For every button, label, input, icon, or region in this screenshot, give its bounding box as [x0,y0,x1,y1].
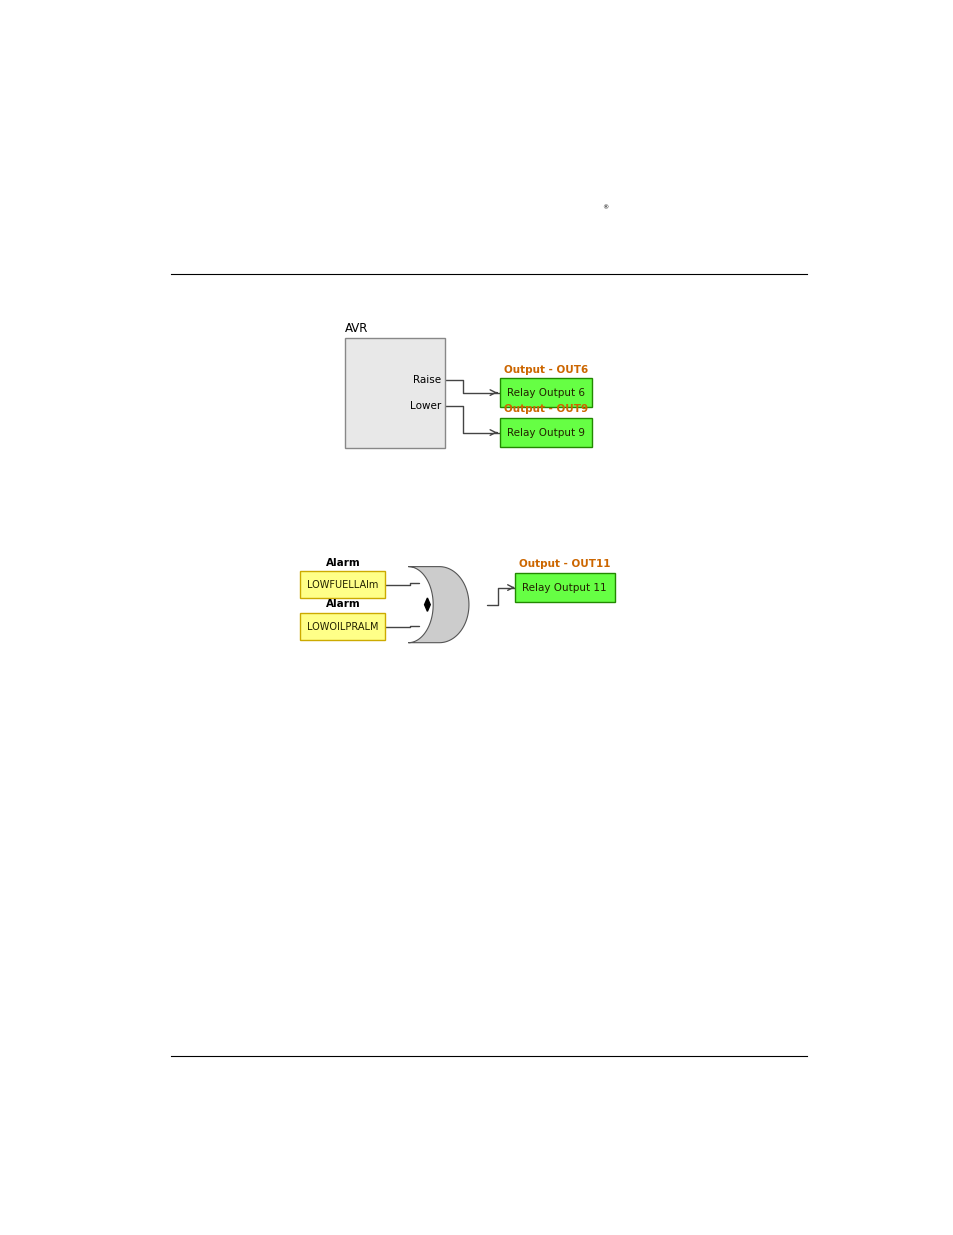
FancyBboxPatch shape [499,419,592,447]
Polygon shape [424,598,430,611]
Polygon shape [408,567,469,642]
Text: Relay Output 11: Relay Output 11 [522,583,606,593]
FancyBboxPatch shape [515,573,614,601]
Text: Relay Output 6: Relay Output 6 [507,388,584,398]
Text: Raise: Raise [413,375,441,385]
FancyBboxPatch shape [499,378,592,406]
Text: LOWOILPRALM: LOWOILPRALM [307,621,378,631]
Text: Alarm: Alarm [325,557,360,568]
FancyBboxPatch shape [300,572,385,598]
Text: LOWFUELLAlm: LOWFUELLAlm [307,579,378,589]
FancyBboxPatch shape [344,338,444,448]
FancyBboxPatch shape [300,614,385,640]
Text: AVR: AVR [344,321,368,335]
Text: Relay Output 9: Relay Output 9 [507,427,584,437]
Text: Output - OUT6: Output - OUT6 [503,364,588,374]
Text: ®: ® [602,205,608,211]
Text: Output - OUT11: Output - OUT11 [518,559,610,569]
Text: Lower: Lower [410,401,441,411]
Text: Alarm: Alarm [325,599,360,609]
Text: Output - OUT9: Output - OUT9 [503,405,588,415]
